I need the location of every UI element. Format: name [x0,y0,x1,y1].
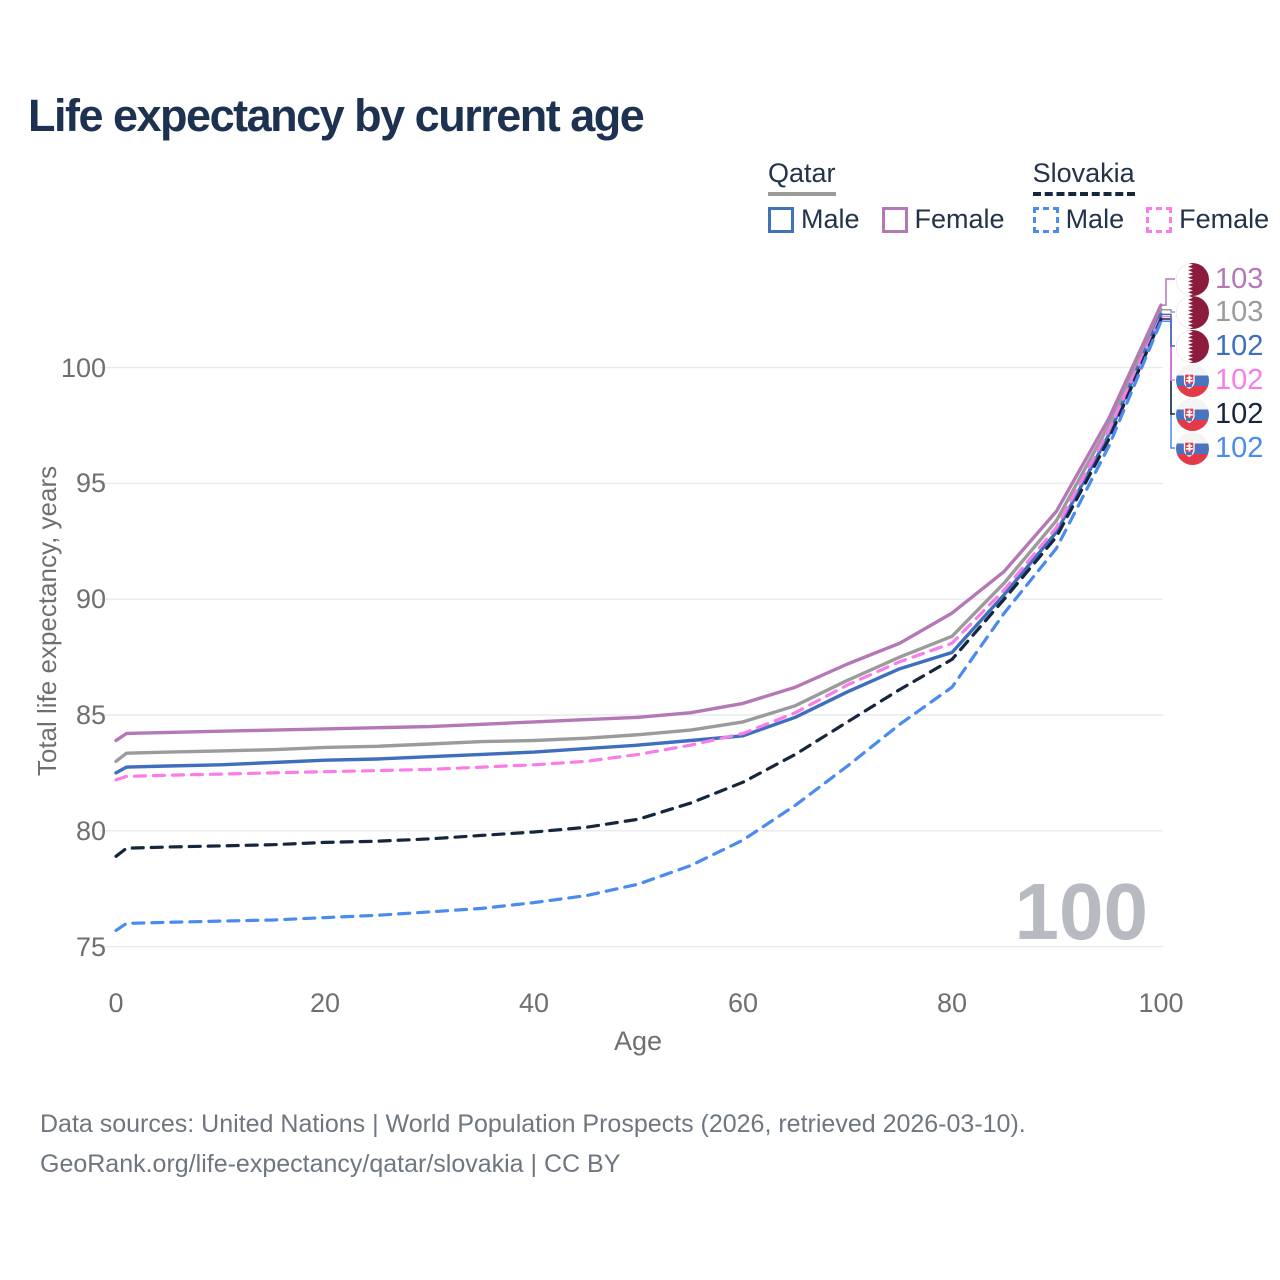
qatar-flag-icon [1176,262,1209,296]
series-line-slovakia_female[interactable] [114,315,1163,782]
y-tick-label: 100 [60,352,106,383]
series-line-slovakia_both[interactable] [114,317,1163,858]
x-tick-label: 40 [518,988,550,1018]
end-label-connector [1162,313,1175,347]
attribution-text: GeoRank.org/life-expectancy/qatar/slovak… [40,1150,621,1178]
end-label-value: 103 [1215,262,1264,295]
legend-item-label: Female [914,203,1005,234]
legend-item-slovakia-female[interactable]: Female [1146,203,1270,235]
end-label-value: 103 [1215,295,1264,328]
qatar-flag-icon [1176,329,1209,363]
legend-item-qatar-male[interactable]: Male [768,203,860,235]
legend-swatch-icon [1146,206,1173,233]
slovakia-flag-icon [1176,397,1209,431]
legend: Qatar Male Female Slovakia Male Female [768,158,1270,235]
end-label-row-qatar_female: 103 [1176,262,1264,296]
legend-item-slovakia-male[interactable]: Male [1032,203,1125,235]
data-source-text: Data sources: United Nations | World Pop… [40,1110,1026,1138]
series-line-qatar_female[interactable] [114,303,1163,743]
series-line-qatar_both[interactable] [114,308,1163,763]
legend-group-title: Qatar [768,158,836,196]
end-label-value: 102 [1215,363,1264,396]
end-label-connector [1162,320,1175,449]
series-line-qatar_male[interactable] [114,312,1163,775]
end-label-row-qatar_male: 102 [1176,329,1264,363]
legend-swatch-icon [1032,206,1059,233]
legend-group-qatar: Qatar Male Female [768,158,1005,235]
end-label-row-qatar_both: 103 [1176,295,1264,329]
legend-item-qatar-female[interactable]: Female [881,203,1005,235]
legend-item-label: Female [1179,203,1270,234]
legend-swatch-icon [881,206,908,233]
slovakia-flag-icon [1176,363,1209,397]
x-tick-label: 80 [936,988,968,1018]
y-tick-label: 85 [75,700,106,730]
end-label-row-slovakia_female: 102 [1176,363,1264,397]
slovakia-flag-icon [1176,431,1209,465]
legend-item-label: Male [1065,203,1125,234]
end-label-row-slovakia_male: 102 [1176,431,1264,465]
x-tick-label: 100 [1138,988,1184,1018]
x-tick-label: 20 [309,988,341,1018]
end-label-value: 102 [1215,397,1264,430]
end-label-connector [1162,278,1175,306]
y-tick-label: 95 [75,468,106,499]
end-label-connector [1162,315,1175,381]
series-line-slovakia_male[interactable] [114,319,1163,932]
y-tick-label: 75 [75,931,106,962]
end-label-value: 102 [1215,329,1264,362]
legend-group-title: Slovakia [1032,158,1135,196]
legend-group-slovakia: Slovakia Male Female [1032,158,1270,235]
y-tick-label: 80 [75,815,106,846]
page-title: Life expectancy by current age [28,90,645,141]
legend-item-label: Male [801,203,860,234]
x-axis-title: Age [613,1026,663,1056]
end-label-value: 102 [1215,431,1264,464]
end-label-row-slovakia_both: 102 [1176,397,1264,431]
y-axis-title: Total life expectancy, years [32,465,62,777]
x-tick-label: 0 [108,988,124,1018]
end-label-connector [1162,308,1175,313]
y-tick-label: 90 [75,584,106,615]
x-tick-label: 60 [727,988,759,1018]
legend-swatch-icon [768,206,794,233]
age-watermark: 100 [1014,867,1148,956]
qatar-flag-icon [1176,295,1209,329]
end-label-connector [1162,318,1175,415]
